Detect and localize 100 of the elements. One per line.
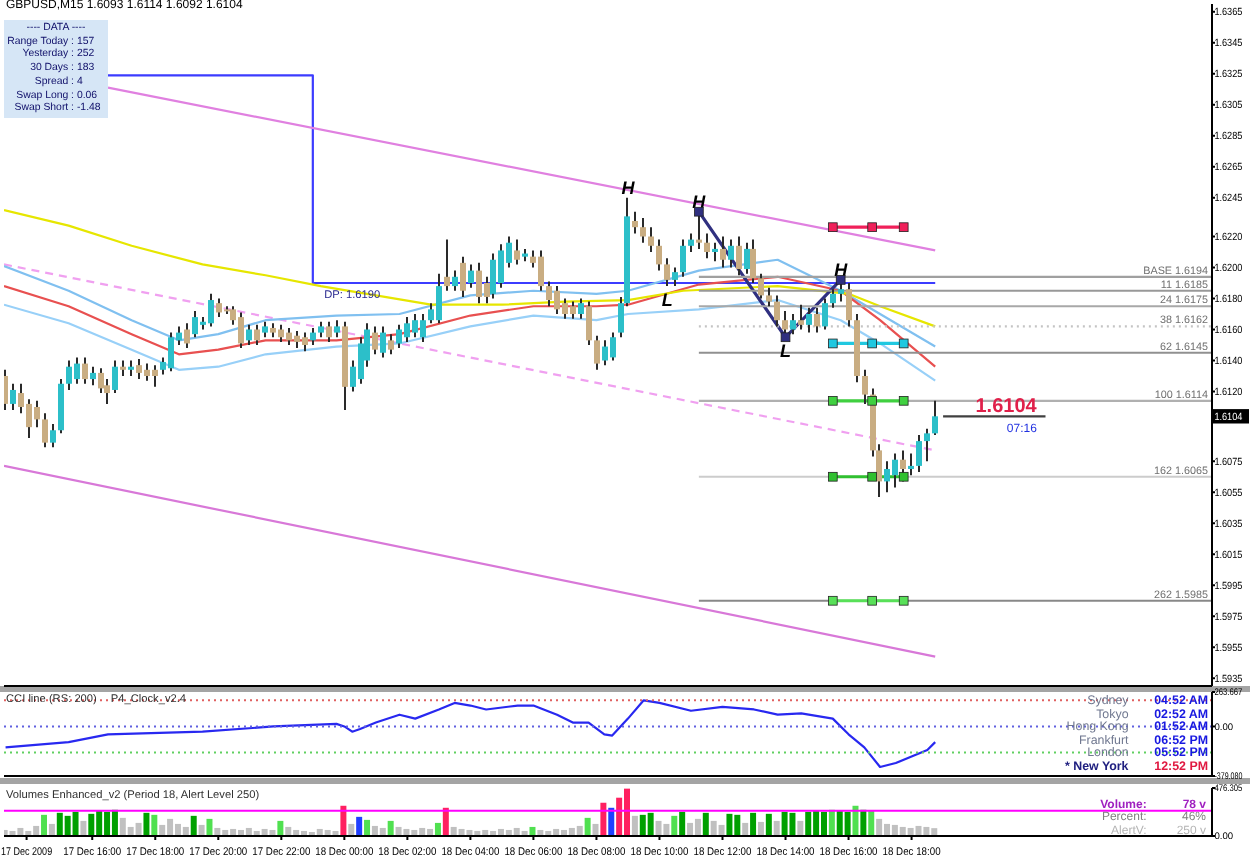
bar — [119, 817, 126, 836]
point — [867, 471, 877, 482]
annotation: L — [780, 341, 792, 362]
candlestick — [932, 399, 938, 436]
candlestick — [238, 311, 244, 350]
bar — [813, 810, 820, 836]
line-series — [4, 209, 937, 328]
point — [898, 222, 909, 232]
bar — [48, 823, 55, 836]
bar — [371, 825, 378, 836]
point — [867, 396, 877, 406]
bar — [750, 812, 757, 836]
bar — [631, 815, 638, 836]
candlestick — [736, 235, 742, 277]
candlestick — [498, 243, 504, 289]
bar — [277, 820, 284, 836]
candlestick — [152, 364, 158, 388]
bar — [868, 810, 875, 836]
candlestick — [168, 331, 174, 373]
candlestick — [750, 238, 756, 284]
bar — [663, 823, 670, 836]
candlestick — [396, 323, 402, 350]
candlestick — [578, 297, 584, 320]
candlestick — [10, 382, 16, 412]
candlestick — [766, 286, 772, 308]
candlestick — [774, 294, 780, 328]
candlestick — [184, 322, 190, 350]
candlestick — [50, 423, 56, 449]
bar — [592, 823, 599, 836]
bar — [143, 812, 150, 836]
candlestick — [884, 460, 890, 494]
bar — [805, 811, 812, 836]
bar — [41, 814, 48, 836]
point — [835, 275, 846, 285]
candlestick — [420, 313, 426, 343]
bar — [600, 802, 607, 836]
point — [780, 332, 791, 343]
bar — [876, 818, 883, 836]
bar — [797, 820, 804, 836]
bar — [88, 813, 95, 836]
point — [827, 396, 838, 406]
candlestick — [460, 255, 466, 298]
bar — [647, 812, 654, 836]
bar — [64, 815, 71, 836]
candlestick — [640, 216, 646, 244]
bar — [356, 816, 363, 836]
bar — [72, 811, 79, 836]
candlestick — [712, 241, 718, 263]
candlestick — [82, 356, 88, 385]
point — [827, 222, 838, 232]
point — [867, 222, 877, 232]
bar — [151, 814, 158, 836]
candlestick — [490, 252, 496, 300]
candlestick — [42, 412, 48, 449]
annotation: H — [692, 191, 707, 212]
bar — [734, 814, 741, 836]
bar — [694, 818, 701, 836]
candlestick — [476, 261, 482, 305]
bar — [781, 811, 788, 836]
point — [827, 595, 838, 606]
bar — [639, 814, 646, 836]
bar — [757, 821, 764, 836]
bar — [844, 811, 851, 836]
candlestick — [404, 316, 410, 343]
candlestick — [412, 313, 418, 339]
point — [898, 396, 909, 406]
candlestick — [610, 331, 616, 362]
candlestick — [514, 238, 520, 266]
candlestick — [192, 309, 198, 339]
candlestick — [720, 235, 726, 269]
bar — [687, 822, 694, 836]
candlestick — [216, 297, 222, 319]
candlestick — [302, 331, 308, 353]
bar — [671, 815, 678, 836]
candlestick — [744, 241, 750, 275]
point — [898, 338, 909, 349]
line-series — [4, 258, 937, 348]
bar — [434, 822, 441, 836]
point — [827, 471, 838, 482]
bar — [167, 818, 174, 836]
bar — [190, 815, 197, 836]
line-series — [4, 275, 937, 368]
bar — [616, 797, 623, 836]
candlestick — [208, 292, 214, 328]
point — [898, 471, 909, 482]
candlestick — [112, 359, 118, 395]
candlestick — [254, 323, 260, 346]
candlestick — [562, 297, 568, 320]
bar — [159, 824, 166, 836]
candlestick — [688, 232, 694, 253]
candlestick — [58, 378, 64, 435]
candlestick — [656, 238, 662, 272]
bar — [915, 825, 922, 836]
candlestick — [436, 272, 442, 325]
candlestick — [136, 357, 142, 381]
bar — [624, 788, 631, 836]
candlestick — [664, 257, 670, 288]
candlestick — [66, 359, 72, 391]
bar — [765, 813, 772, 836]
candlestick — [452, 269, 458, 292]
